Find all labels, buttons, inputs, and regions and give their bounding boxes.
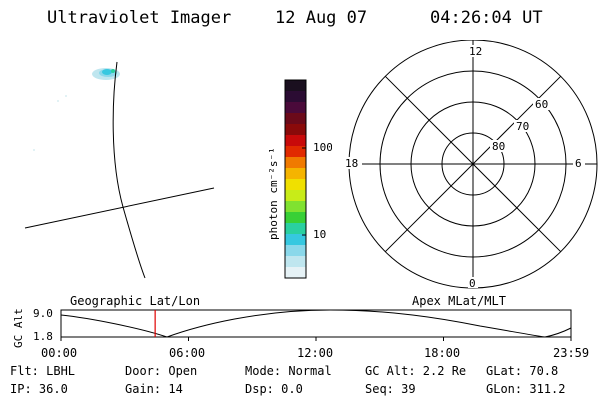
lat-label-70: 70: [516, 120, 529, 133]
colorbar-cell: [285, 190, 306, 202]
status-gain: Gain: 14: [125, 382, 183, 396]
timeline-x-ticks: [60, 337, 572, 341]
colorbar-cell: [285, 201, 306, 213]
polar-mlt-plot: 12 18 6 0 60 70 80: [343, 40, 598, 290]
timeline-x-label-2359: 23:59: [553, 346, 590, 360]
colorbar-cell: [285, 212, 306, 224]
status-glon: GLon: 311.2: [486, 382, 566, 396]
timeline-x-label-1800: 18:00: [424, 346, 461, 360]
colorbar-cell: [285, 91, 306, 103]
colorbar-cell: [285, 157, 306, 169]
status-dsp: Dsp: 0.0: [245, 382, 303, 396]
timeline-y-bottom: 1.8: [33, 330, 53, 343]
colorbar-cell: [285, 267, 306, 279]
latitude-line: [24, 187, 215, 229]
colorbar-tick-100: 100: [313, 141, 332, 154]
mlt-label-18: 18: [345, 157, 358, 170]
colorbar-cell: [285, 256, 306, 268]
colorbar-cell: [285, 135, 306, 147]
colorbar-cell: [285, 124, 306, 136]
timeline-x-label-1200: 12:00: [297, 346, 334, 360]
altitude-timeline: GC Alt 9.0 1.8: [12, 307, 572, 348]
colorbar-tick-10: 10: [313, 228, 326, 241]
status-seq: Seq: 39: [365, 382, 416, 396]
lat-label-80: 80: [492, 140, 505, 153]
meridian-line: [112, 61, 146, 279]
status-glat: GLat: 70.8: [486, 364, 559, 378]
date-label: 12 Aug 07: [275, 8, 368, 28]
colorbar-cell: [285, 113, 306, 125]
timeline-x-label-0000: 00:00: [41, 346, 78, 360]
colorbar-cell: [285, 80, 306, 92]
mlt-label-0: 0: [469, 277, 476, 290]
timeline-right-title: Apex MLat/MLT: [412, 294, 506, 308]
colorbar-cell: [285, 234, 306, 246]
colorbar-unit-label: photon cm⁻²s⁻¹: [267, 147, 280, 240]
lat-label-60: 60: [535, 98, 548, 111]
status-door: Door: Open: [125, 364, 198, 378]
timeline-y-top: 9.0: [33, 307, 53, 320]
colorbar-gradient: [285, 80, 306, 279]
colorbar-cell: [285, 168, 306, 180]
instrument-title: Ultraviolet Imager: [47, 8, 232, 28]
colorbar-cell: [285, 223, 306, 235]
status-ip: IP: 36.0: [10, 382, 68, 396]
timeline-left-title: Geographic Lat/Lon: [70, 294, 201, 308]
mlt-label-6: 6: [575, 157, 582, 170]
auroral-emission-blob: [33, 68, 120, 151]
timeline-x-label-0600: 06:00: [169, 346, 206, 360]
mlt-label-12: 12: [469, 45, 482, 58]
time-label: 04:26:04 UT: [430, 8, 543, 28]
altitude-curve: [60, 309, 572, 338]
geographic-image-panel: [24, 61, 215, 279]
status-filter: Flt: LBHL: [10, 364, 76, 378]
colorbar-cell: [285, 245, 306, 257]
colorbar-cell: [285, 146, 306, 158]
status-gc-alt: GC Alt: 2.2 Re: [365, 364, 467, 378]
colorbar-cell: [285, 102, 306, 114]
status-mode: Mode: Normal: [245, 364, 332, 378]
timeline-axis-label: GC Alt: [12, 308, 25, 348]
colorbar-cell: [285, 179, 306, 191]
colorbar: 100 10 photon cm⁻²s⁻¹: [267, 79, 332, 279]
